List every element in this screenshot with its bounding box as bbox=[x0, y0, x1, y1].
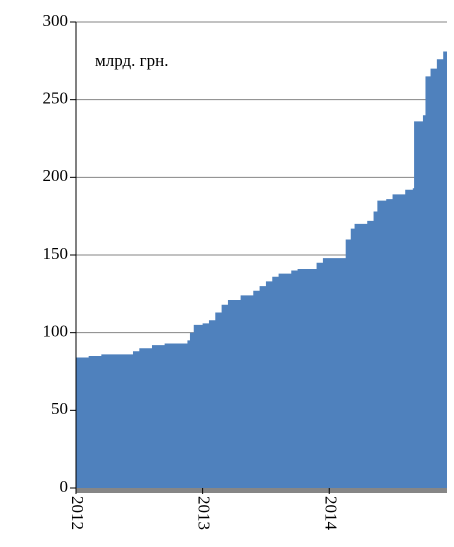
y-tick-label: 0 bbox=[60, 477, 69, 496]
x-axis bbox=[76, 488, 447, 493]
y-tick-label: 100 bbox=[43, 322, 69, 341]
x-tick-label: 2012 bbox=[68, 496, 87, 530]
y-tick-label: 200 bbox=[43, 166, 69, 185]
y-tick-label: 250 bbox=[43, 89, 69, 108]
unit-annotation: млрд. грн. bbox=[95, 51, 169, 70]
y-tick-label: 50 bbox=[51, 399, 68, 418]
x-tick-label: 2013 bbox=[195, 496, 214, 530]
x-tick-label: 2014 bbox=[321, 496, 340, 531]
y-tick-label: 300 bbox=[43, 11, 69, 30]
area bbox=[76, 46, 447, 488]
y-tick-label: 150 bbox=[43, 244, 69, 263]
